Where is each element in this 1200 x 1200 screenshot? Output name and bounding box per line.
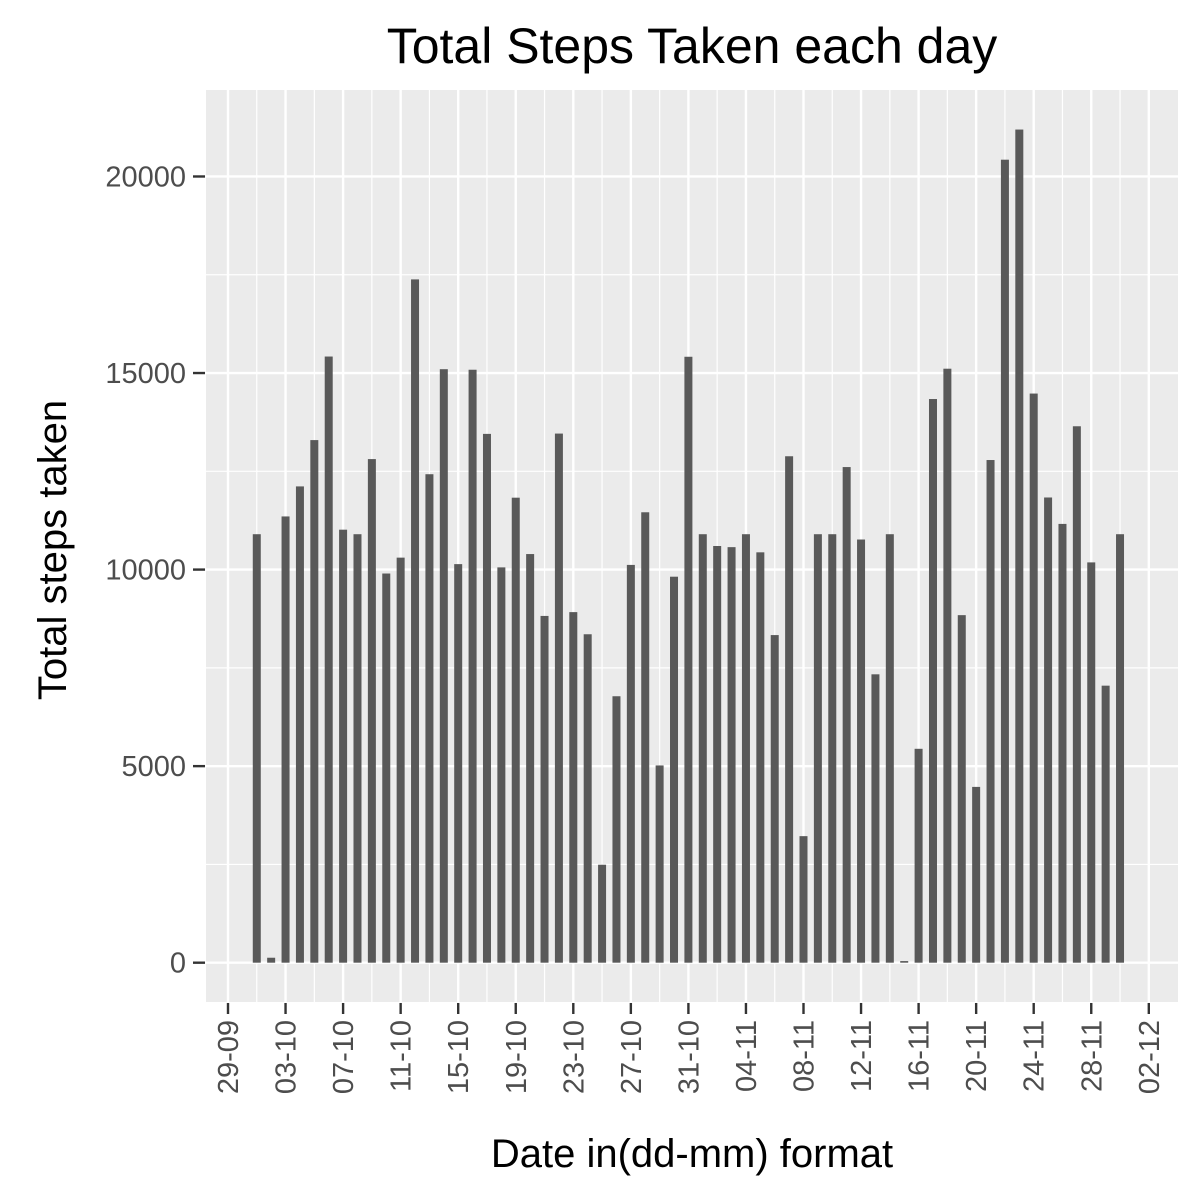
x-tick-label: 24-11 — [1019, 1020, 1051, 1092]
bar — [468, 369, 477, 963]
x-tick-label: 12-11 — [846, 1020, 878, 1092]
bar — [295, 486, 304, 963]
bar — [324, 356, 333, 963]
bar — [928, 399, 937, 963]
x-tick-label: 04-11 — [731, 1020, 763, 1092]
bar — [986, 460, 995, 963]
y-tick-label: 20000 — [105, 161, 186, 193]
bar — [756, 552, 765, 963]
bar — [641, 512, 650, 963]
bar — [353, 534, 362, 963]
x-tick-label: 11-10 — [386, 1020, 418, 1092]
bar — [583, 634, 592, 963]
y-axis: 0 5000 10000 15000 20000 — [105, 161, 205, 980]
x-tick-label: 08-11 — [789, 1020, 821, 1092]
bar — [655, 765, 664, 963]
x-tick-label: 16-11 — [904, 1020, 936, 1092]
bar — [943, 368, 952, 963]
x-tick-label: 07-10 — [328, 1020, 360, 1094]
bar — [957, 615, 966, 963]
y-tick-label: 0 — [170, 948, 186, 980]
bar — [1029, 393, 1038, 963]
bar — [526, 554, 535, 963]
bar — [439, 369, 448, 963]
bar — [698, 534, 707, 963]
bar — [454, 564, 463, 963]
y-tick-label: 10000 — [105, 555, 186, 587]
bar — [857, 539, 866, 963]
bar — [670, 576, 679, 963]
bar — [598, 864, 607, 963]
bar — [741, 534, 750, 963]
bar — [713, 546, 722, 963]
bar — [684, 356, 693, 963]
bar — [540, 615, 549, 963]
x-axis-title: Date in(dd-mm) format — [491, 1132, 893, 1176]
bar — [1101, 685, 1110, 963]
bar — [799, 836, 808, 963]
bar — [900, 961, 909, 963]
x-tick-label: 20-11 — [961, 1020, 993, 1092]
bar — [411, 279, 420, 963]
bar — [842, 467, 851, 963]
x-tick-label: 31-10 — [673, 1020, 705, 1094]
x-axis: 29-09 03-10 07-10 11-10 15-10 19-10 23-10 27-10… — [213, 1003, 1166, 1094]
bar — [1116, 534, 1125, 963]
bars — [252, 129, 1125, 963]
bar — [252, 534, 261, 963]
bar — [396, 557, 405, 963]
bar — [770, 635, 779, 963]
bar — [382, 573, 391, 963]
bar — [626, 564, 635, 963]
bar — [1044, 497, 1053, 963]
x-tick-label: 15-10 — [443, 1020, 475, 1094]
bar — [1087, 562, 1096, 963]
x-tick-label: 29-09 — [213, 1020, 245, 1094]
bar — [612, 696, 621, 963]
bar — [339, 529, 348, 963]
bar — [727, 547, 736, 963]
y-tick-label: 15000 — [105, 358, 186, 390]
bar — [972, 786, 981, 963]
bar — [511, 497, 520, 963]
bar — [281, 516, 290, 963]
bar — [785, 456, 794, 963]
bar — [310, 440, 319, 963]
y-axis-title: Total steps taken — [31, 400, 75, 700]
x-tick-label: 03-10 — [271, 1020, 303, 1094]
bar — [1015, 129, 1024, 963]
bar — [569, 612, 578, 963]
x-tick-label: 23-10 — [558, 1020, 590, 1094]
bar — [914, 748, 923, 963]
bar — [1000, 159, 1009, 963]
y-tick-label: 5000 — [121, 751, 186, 783]
bar — [813, 534, 822, 963]
chart-title: Total Steps Taken each day — [387, 18, 998, 74]
bar — [267, 957, 276, 963]
bar — [828, 534, 837, 963]
x-tick-label: 28-11 — [1076, 1020, 1108, 1092]
bar — [497, 567, 506, 963]
x-tick-label: 27-10 — [616, 1020, 648, 1094]
bar — [871, 674, 880, 963]
bar — [482, 433, 491, 963]
bar — [367, 459, 376, 963]
bar — [425, 474, 434, 963]
bar — [554, 433, 563, 963]
bar — [1072, 426, 1081, 963]
x-tick-label: 02-12 — [1134, 1020, 1166, 1094]
bar — [1058, 523, 1067, 963]
x-tick-label: 19-10 — [501, 1020, 533, 1094]
bar — [885, 534, 894, 963]
